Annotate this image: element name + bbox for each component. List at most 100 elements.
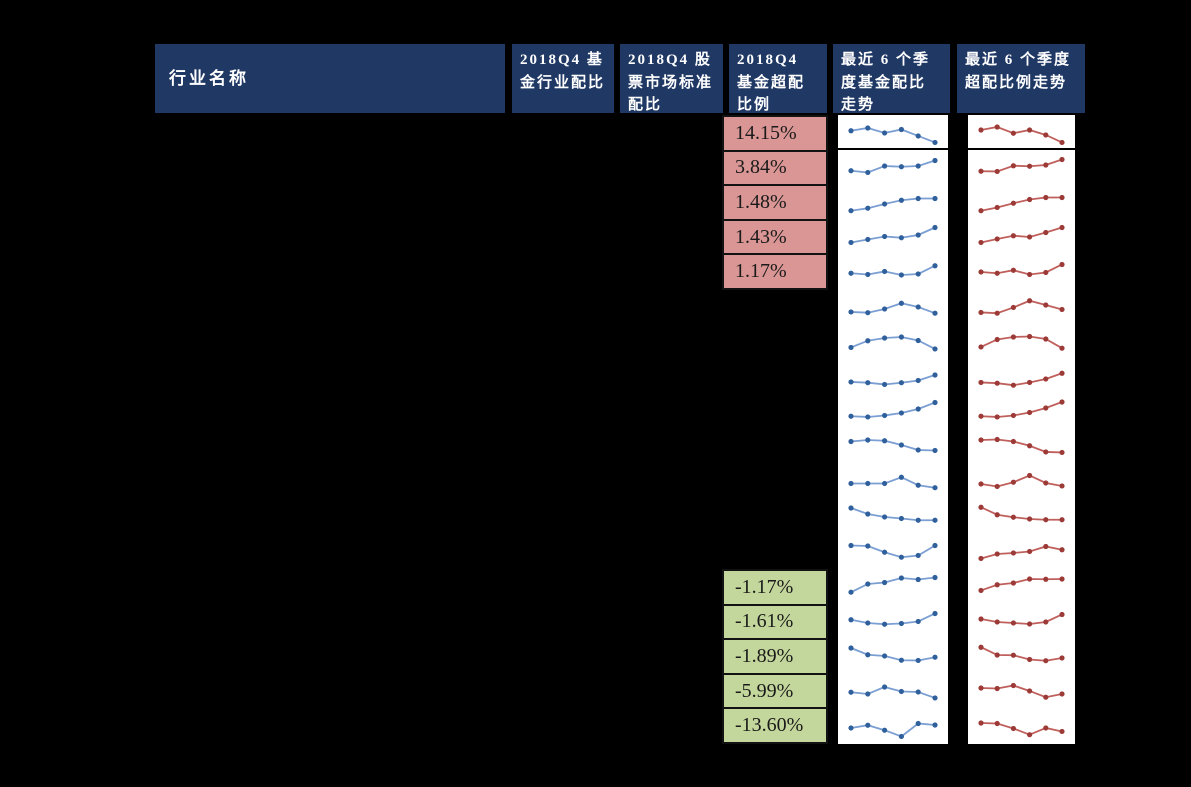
- sparkline-point: [994, 380, 1000, 386]
- sparkline-point: [978, 207, 984, 214]
- sparkline-point: [994, 652, 1000, 658]
- sparkline-chart: [848, 334, 938, 352]
- sparkline-point: [882, 306, 888, 312]
- sparkline-point: [978, 436, 984, 443]
- sparkline-point: [1010, 200, 1016, 206]
- sparkline-point: [1027, 688, 1033, 694]
- sparkline-point: [915, 133, 921, 139]
- sparkline-point: [978, 309, 984, 315]
- sparkline-point: [1059, 612, 1065, 618]
- sparkline-point: [994, 582, 1000, 588]
- overweight-positive-column: 14.15% 3.84% 1.48% 1.43% 1.17%: [722, 115, 828, 290]
- sparkline-point: [848, 378, 854, 385]
- sparkline-point: [978, 379, 984, 385]
- sparkline-point: [978, 344, 984, 350]
- sparkline-chart: [848, 645, 938, 664]
- sparkline-point: [898, 688, 904, 695]
- sparkline-point: [1027, 127, 1033, 133]
- sparkline-point: [865, 722, 871, 728]
- sparkline-point: [1027, 473, 1033, 479]
- sparkline-point: [978, 481, 984, 488]
- sparkline-point: [865, 205, 871, 211]
- overweight-negative-cell: -5.99%: [724, 675, 826, 710]
- sparkline-point: [882, 684, 888, 690]
- sparkline-chart: [978, 544, 1065, 562]
- sparkline-point: [848, 239, 854, 245]
- sparkline-point: [994, 124, 1000, 130]
- sparkline-point: [915, 271, 921, 277]
- sparkline-point: [898, 441, 904, 448]
- sparkline-point: [1010, 267, 1016, 273]
- sparkline-chart: [848, 224, 938, 245]
- sparkline-point: [932, 371, 938, 378]
- sparkline-point: [882, 163, 888, 169]
- sparkline-point: [865, 169, 871, 175]
- sparkline-point: [915, 304, 921, 310]
- sparkline-point: [994, 720, 1000, 727]
- sparkline-point: [865, 271, 871, 277]
- header-label: 2018Q4 股票市场标准配比: [628, 52, 714, 113]
- sparkline-point: [1059, 345, 1065, 351]
- sparkline-chart: [978, 612, 1065, 627]
- sparkline-chart: [978, 576, 1065, 594]
- sparkline-point: [1010, 682, 1016, 689]
- sparkline-chart: [848, 399, 938, 420]
- sparkline-point: [1043, 694, 1049, 700]
- sparkline-point: [1059, 655, 1065, 661]
- sparkline-chart: [848, 371, 938, 387]
- sparkline-point: [898, 621, 904, 627]
- header-label: 2018Q4 基金行业配比: [520, 52, 606, 91]
- header-cell-fund-allocation-trend: 最近 6 个季度基金配比走势: [833, 44, 950, 113]
- sparkline-point: [1027, 657, 1033, 663]
- sparkline-point: [865, 620, 871, 626]
- sparkline-point: [978, 127, 984, 133]
- sparkline-point: [1043, 162, 1049, 168]
- sparkline-point: [932, 575, 938, 581]
- sparkline-point: [932, 447, 938, 453]
- sparkline-point: [848, 505, 854, 511]
- sparkline-chart: [978, 398, 1065, 420]
- sparkline-chart: [978, 505, 1065, 523]
- sparkline-point: [1010, 304, 1016, 310]
- sparkline-point: [865, 481, 871, 487]
- sparkline-point: [865, 581, 871, 587]
- sparkline-point: [1010, 550, 1016, 556]
- sparkline-point: [1027, 271, 1033, 277]
- sparkline-point: [1059, 517, 1065, 523]
- sparkline-point: [978, 685, 984, 691]
- sparkline-point: [882, 412, 888, 418]
- sparkline-point: [978, 239, 984, 245]
- sparkline-point: [1027, 234, 1033, 240]
- sparkline-chart: [978, 261, 1065, 277]
- sparkline-point: [978, 556, 984, 562]
- sparkline-point: [1043, 404, 1049, 411]
- sparkline-point: [865, 691, 871, 697]
- sparkline-point: [1010, 580, 1016, 586]
- sparkline-point: [1043, 336, 1049, 342]
- sparkline-point: [882, 130, 888, 136]
- sparkline-point: [978, 720, 984, 726]
- sparkline-point: [932, 517, 938, 524]
- header-cell-overweight-ratio-trend: 最近 6 个季度超配比例走势: [957, 44, 1085, 113]
- sparkline-point: [882, 580, 888, 586]
- sparkline-point: [848, 344, 854, 350]
- sparkline-point: [994, 336, 1000, 342]
- sparkline-point: [882, 233, 888, 239]
- sparkline-point: [932, 157, 938, 164]
- sparkline-point: [1059, 398, 1065, 405]
- sparkline-column-overweight-ratio: [968, 115, 1075, 744]
- sparkline-point: [1059, 576, 1065, 582]
- sparkline-chart: [848, 611, 938, 628]
- sparkline-point: [865, 652, 871, 658]
- sparkline-point: [932, 695, 938, 701]
- sparkline-point: [1027, 409, 1033, 415]
- sparkline-point: [1010, 334, 1016, 340]
- sparkline-point: [882, 514, 888, 520]
- sparkline-point: [994, 413, 1000, 420]
- sparkline-point: [865, 379, 871, 385]
- sparkline-point: [882, 621, 888, 628]
- sparkline-point: [994, 270, 1000, 276]
- sparkline-point: [898, 334, 904, 340]
- header-label: 2018Q4 基金超配比例: [737, 52, 806, 113]
- sparkline-point: [1059, 156, 1065, 163]
